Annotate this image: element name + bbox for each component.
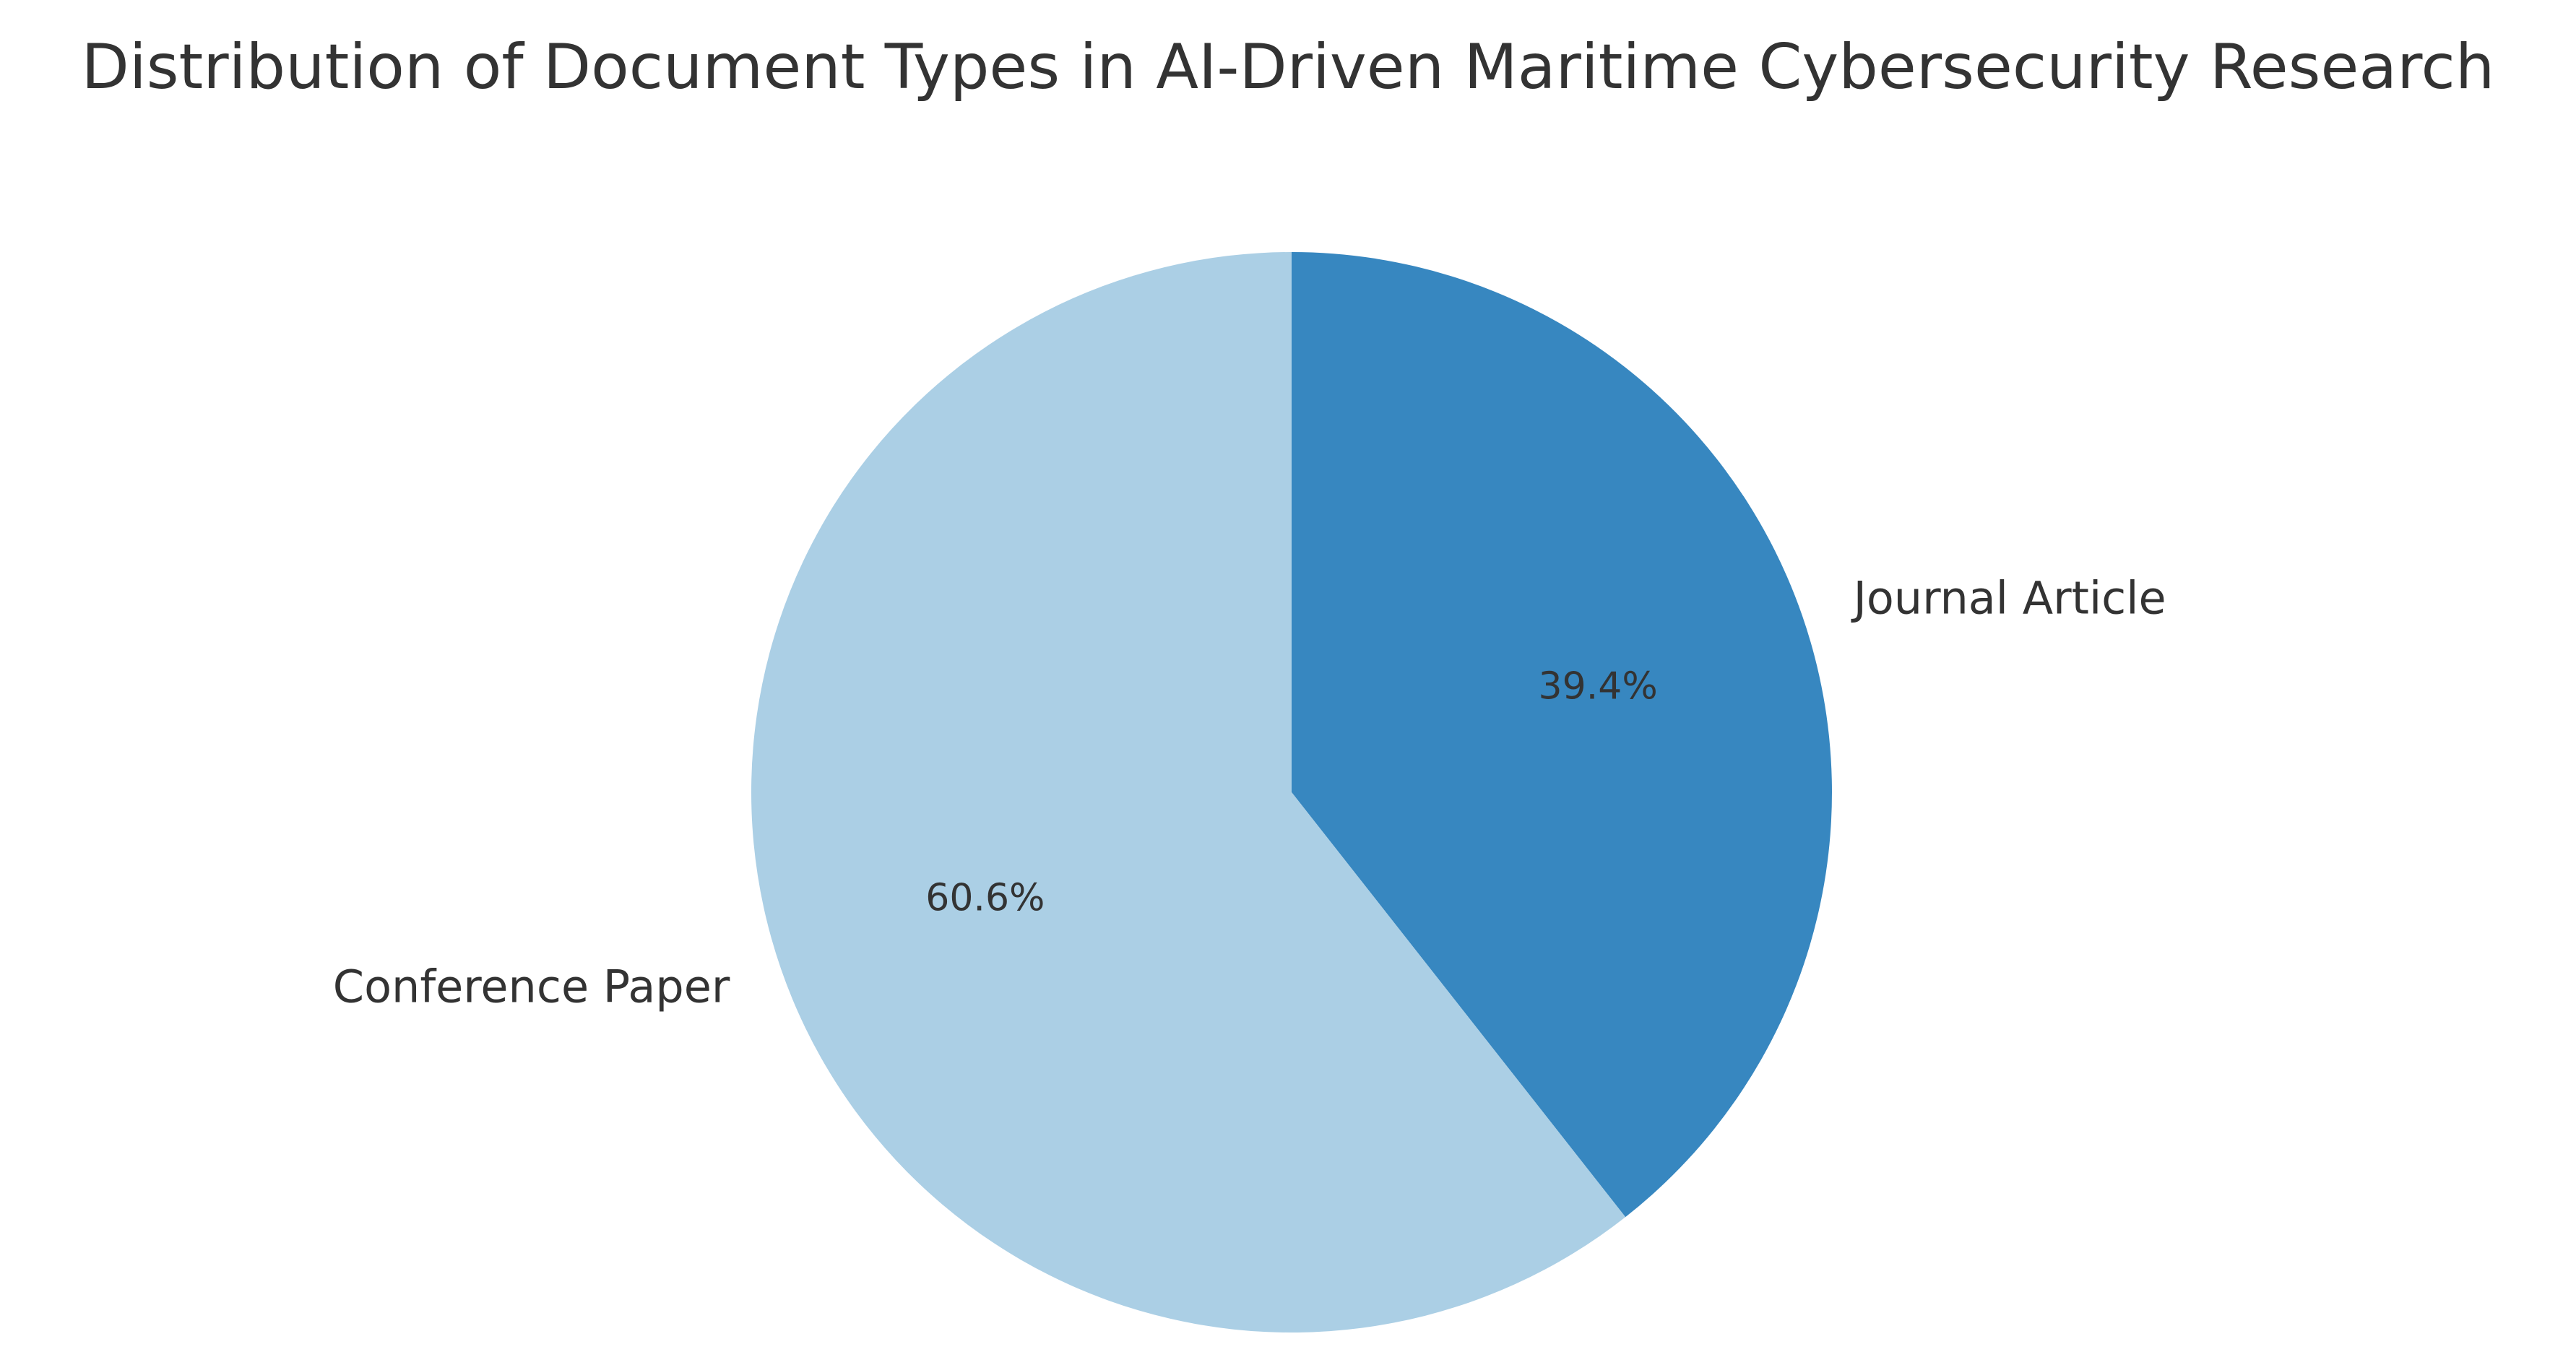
pie-slice-conference-paper	[751, 252, 1626, 1332]
slice-label: Journal Article	[1851, 572, 2166, 625]
slice-label: Conference Paper	[333, 960, 730, 1013]
slice-percent-label: 39.4%	[1539, 664, 1658, 708]
slice-percent-label: 60.6%	[925, 877, 1045, 920]
pie-labels: Journal Article 39.4% Conference Paper 60.6…	[333, 572, 2166, 1013]
pie-slices	[751, 252, 1832, 1332]
chart-title: Distribution of Document Types in AI-Dri…	[82, 31, 2495, 103]
pie-slice-journal-article	[1292, 252, 1832, 1218]
